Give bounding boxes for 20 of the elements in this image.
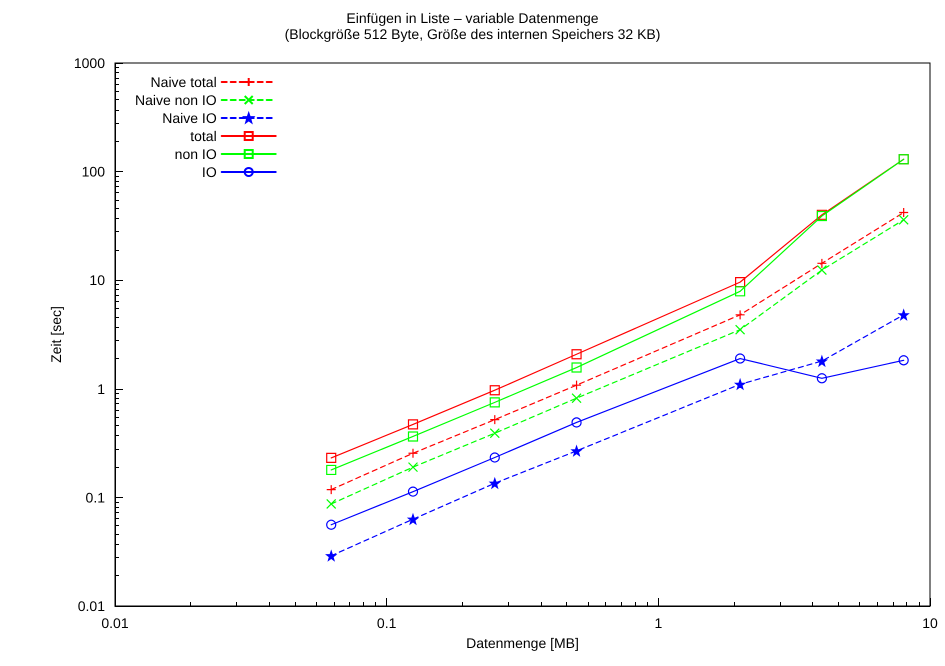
legend-label: total: [190, 128, 217, 144]
y-tick-label: 1: [97, 380, 106, 397]
y-tick-label: 10: [89, 272, 106, 288]
legend-label: non IO: [174, 146, 217, 162]
x-tick-label: 0.01: [101, 615, 129, 631]
y-tick-label: 100: [82, 164, 106, 180]
legend-label: Naive non IO: [134, 92, 217, 108]
x-tick-label: 0.1: [376, 615, 397, 631]
legend-label: IO: [202, 164, 217, 180]
chart-title: Einfügen in Liste – variable Datenmenge: [346, 10, 599, 26]
x-tick-label: 10: [922, 615, 938, 631]
x-axis-title: Datenmenge [MB]: [466, 635, 579, 651]
y-tick-label: 1000: [74, 55, 106, 71]
y-tick-label: 0.01: [78, 598, 106, 614]
legend-label: Naive total: [150, 74, 217, 90]
x-tick-label: 1: [654, 615, 662, 631]
y-tick-label: 0.1: [86, 489, 106, 506]
legend-label: Naive IO: [162, 110, 217, 126]
y-axis-title: Zeit [sec]: [48, 306, 64, 363]
chart-subtitle: (Blockgröße 512 Byte, Größe des internen Speichers 32 KB): [284, 26, 660, 42]
